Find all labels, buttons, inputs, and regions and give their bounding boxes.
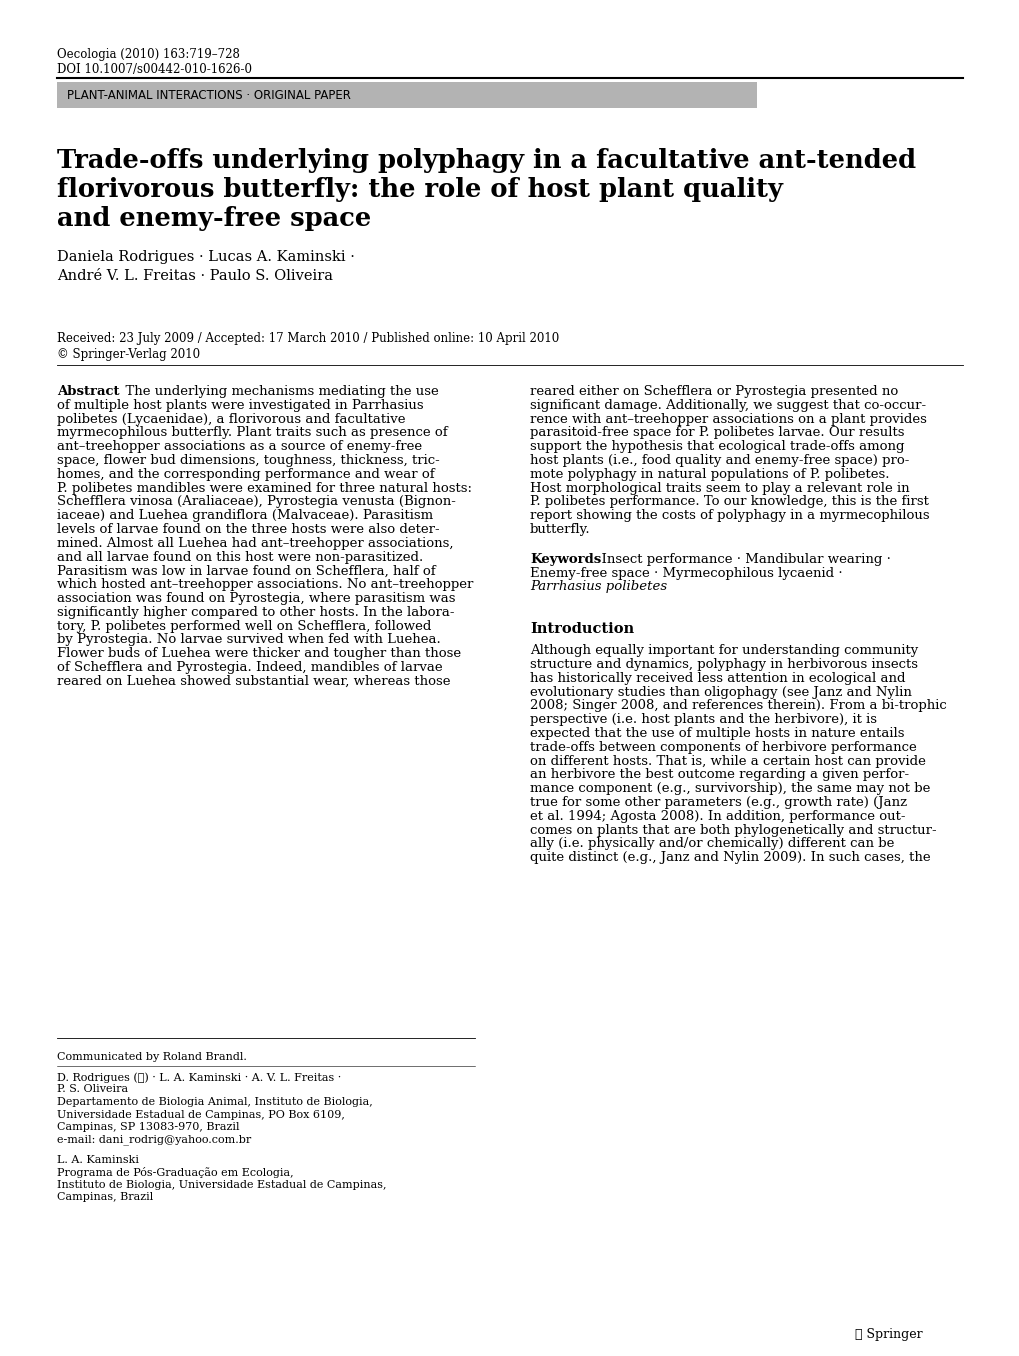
Text: 2008; Singer 2008, and references therein). From a bi-trophic: 2008; Singer 2008, and references therei… [530, 700, 946, 712]
Text: on different hosts. That is, while a certain host can provide: on different hosts. That is, while a cer… [530, 754, 925, 767]
Text: Departamento de Biologia Animal, Instituto de Biologia,: Departamento de Biologia Animal, Institu… [57, 1097, 372, 1106]
Text: Introduction: Introduction [530, 622, 634, 636]
Text: Received: 23 July 2009 / Accepted: 17 March 2010 / Published online: 10 April 20: Received: 23 July 2009 / Accepted: 17 Ma… [57, 332, 558, 344]
Text: association was found on Pyrostegia, where parasitism was: association was found on Pyrostegia, whe… [57, 593, 455, 605]
Text: true for some other parameters (e.g., growth rate) (Janz: true for some other parameters (e.g., gr… [530, 796, 906, 810]
Text: ally (i.e. physically and/or chemically) different can be: ally (i.e. physically and/or chemically)… [530, 838, 894, 850]
Text: reared on Luehea showed substantial wear, whereas those: reared on Luehea showed substantial wear… [57, 675, 450, 687]
Text: Oecologia (2010) 163:719–728: Oecologia (2010) 163:719–728 [57, 47, 239, 61]
Text: mote polyphagy in natural populations of P. polibetes.: mote polyphagy in natural populations of… [530, 468, 889, 481]
Text: Although equally important for understanding community: Although equally important for understan… [530, 644, 917, 658]
Text: L. A. Kaminski: L. A. Kaminski [57, 1155, 139, 1165]
Bar [57, 81, 756, 108]
Text: expected that the use of multiple hosts in nature entails: expected that the use of multiple hosts … [530, 727, 904, 740]
Text: parasitoid-free space for P. polibetes larvae. Our results: parasitoid-free space for P. polibetes l… [530, 426, 904, 439]
Text: of Schefflera and Pyrostegia. Indeed, mandibles of larvae: of Schefflera and Pyrostegia. Indeed, ma… [57, 660, 442, 674]
Text: Daniela Rodrigues · Lucas A. Kaminski ·: Daniela Rodrigues · Lucas A. Kaminski · [57, 250, 355, 264]
Text: report showing the costs of polyphagy in a myrmecophilous: report showing the costs of polyphagy in… [530, 510, 928, 522]
Text: levels of larvae found on the three hosts were also deter-: levels of larvae found on the three host… [57, 523, 439, 536]
Text: significantly higher compared to other hosts. In the labora-: significantly higher compared to other h… [57, 606, 454, 618]
Text: comes on plants that are both phylogenetically and structur-: comes on plants that are both phylogenet… [530, 823, 935, 837]
Text: iaceae) and Luehea grandiflora (Malvaceae). Parasitism: iaceae) and Luehea grandiflora (Malvacea… [57, 510, 433, 522]
Text: and all larvae found on this host were non-parasitized.: and all larvae found on this host were n… [57, 551, 423, 564]
Text: significant damage. Additionally, we suggest that co-occur-: significant damage. Additionally, we sug… [530, 399, 925, 412]
Text: Instituto de Biologia, Universidade Estadual de Campinas,: Instituto de Biologia, Universidade Esta… [57, 1180, 386, 1191]
Text: myrmecophilous butterfly. Plant traits such as presence of: myrmecophilous butterfly. Plant traits s… [57, 426, 447, 439]
Text: trade-offs between components of herbivore performance: trade-offs between components of herbivo… [530, 740, 916, 754]
Text: © Springer-Verlag 2010: © Springer-Verlag 2010 [57, 348, 200, 361]
Text: Insect performance · Mandibular wearing ·: Insect performance · Mandibular wearing … [592, 553, 890, 565]
Text: reared either on Schefflera or Pyrostegia presented no: reared either on Schefflera or Pyrostegi… [530, 385, 898, 399]
Text: P. polibetes performance. To our knowledge, this is the first: P. polibetes performance. To our knowled… [530, 495, 928, 508]
Text: Schefflera vinosa (Araliaceae), Pyrostegia venusta (Bignon-: Schefflera vinosa (Araliaceae), Pyrosteg… [57, 495, 455, 508]
Text: perspective (i.e. host plants and the herbivore), it is: perspective (i.e. host plants and the he… [530, 713, 876, 727]
Text: has historically received less attention in ecological and: has historically received less attention… [530, 671, 905, 685]
Text: Campinas, Brazil: Campinas, Brazil [57, 1192, 153, 1203]
Text: Host morphological traits seem to play a relevant role in: Host morphological traits seem to play a… [530, 481, 909, 495]
Text: polibetes (Lycaenidae), a florivorous and facultative: polibetes (Lycaenidae), a florivorous an… [57, 412, 406, 426]
Text: space, flower bud dimensions, toughness, thickness, tric-: space, flower bud dimensions, toughness,… [57, 454, 439, 466]
Text: André V. L. Freitas · Paulo S. Oliveira: André V. L. Freitas · Paulo S. Oliveira [57, 268, 332, 283]
Text: Parrhasius polibetes: Parrhasius polibetes [530, 580, 666, 594]
Text: which hosted ant–treehopper associations. No ant–treehopper: which hosted ant–treehopper associations… [57, 578, 473, 591]
Text: by Pyrostegia. No larvae survived when fed with Luehea.: by Pyrostegia. No larvae survived when f… [57, 633, 440, 647]
Text: Abstract: Abstract [57, 385, 119, 399]
Text: DOI 10.1007/s00442-010-1626-0: DOI 10.1007/s00442-010-1626-0 [57, 62, 252, 76]
Text: Enemy-free space · Myrmecophilous lycaenid ·: Enemy-free space · Myrmecophilous lycaen… [530, 567, 842, 579]
Text: and enemy-free space: and enemy-free space [57, 206, 371, 231]
Text: host plants (i.e., food quality and enemy-free space) pro-: host plants (i.e., food quality and enem… [530, 454, 909, 466]
Text: ant–treehopper associations as a source of enemy-free: ant–treehopper associations as a source … [57, 441, 422, 453]
Text: Keywords: Keywords [530, 553, 600, 565]
Text: homes, and the corresponding performance and wear of: homes, and the corresponding performance… [57, 468, 434, 481]
Text: PLANT-ANIMAL INTERACTIONS · ORIGINAL PAPER: PLANT-ANIMAL INTERACTIONS · ORIGINAL PAP… [67, 89, 351, 102]
Text: Flower buds of Luehea were thicker and tougher than those: Flower buds of Luehea were thicker and t… [57, 647, 461, 660]
Text: of multiple host plants were investigated in Parrhasius: of multiple host plants were investigate… [57, 399, 423, 412]
Text: Programa de Pós-Graduação em Ecologia,: Programa de Pós-Graduação em Ecologia, [57, 1168, 293, 1178]
Text: tory, P. polibetes performed well on Schefflera, followed: tory, P. polibetes performed well on Sch… [57, 620, 431, 633]
Text: florivorous butterfly: the role of host plant quality: florivorous butterfly: the role of host … [57, 178, 783, 202]
Text: Trade-offs underlying polyphagy in a facultative ant-tended: Trade-offs underlying polyphagy in a fac… [57, 148, 915, 174]
Text: P. S. Oliveira: P. S. Oliveira [57, 1085, 128, 1094]
Text: Parasitism was low in larvae found on Schefflera, half of: Parasitism was low in larvae found on Sc… [57, 564, 435, 578]
Text: Campinas, SP 13083-970, Brazil: Campinas, SP 13083-970, Brazil [57, 1121, 239, 1132]
Text: Universidade Estadual de Campinas, PO Box 6109,: Universidade Estadual de Campinas, PO Bo… [57, 1109, 344, 1120]
Text: mined. Almost all Luehea had ant–treehopper associations,: mined. Almost all Luehea had ant–treehop… [57, 537, 453, 549]
Text: P. polibetes mandibles were examined for three natural hosts:: P. polibetes mandibles were examined for… [57, 481, 472, 495]
Text: e-mail: dani_rodrig@yahoo.com.br: e-mail: dani_rodrig@yahoo.com.br [57, 1135, 251, 1146]
Text: quite distinct (e.g., Janz and Nylin 2009). In such cases, the: quite distinct (e.g., Janz and Nylin 200… [530, 852, 929, 864]
Text: an herbivore the best outcome regarding a given perfor-: an herbivore the best outcome regarding … [530, 769, 908, 781]
Text: structure and dynamics, polyphagy in herbivorous insects: structure and dynamics, polyphagy in her… [530, 658, 917, 671]
Text: rence with ant–treehopper associations on a plant provides: rence with ant–treehopper associations o… [530, 412, 926, 426]
Text: butterfly.: butterfly. [530, 523, 590, 536]
Text: The underlying mechanisms mediating the use: The underlying mechanisms mediating the … [117, 385, 438, 399]
Text: evolutionary studies than oligophagy (see Janz and Nylin: evolutionary studies than oligophagy (se… [530, 686, 911, 698]
Text: Communicated by Roland Brandl.: Communicated by Roland Brandl. [57, 1052, 247, 1062]
Text: et al. 1994; Agosta 2008). In addition, performance out-: et al. 1994; Agosta 2008). In addition, … [530, 810, 905, 823]
Text: mance component (e.g., survivorship), the same may not be: mance component (e.g., survivorship), th… [530, 782, 929, 795]
Text: support the hypothesis that ecological trade-offs among: support the hypothesis that ecological t… [530, 441, 904, 453]
Text: D. Rodrigues (✉) · L. A. Kaminski · A. V. L. Freitas ·: D. Rodrigues (✉) · L. A. Kaminski · A. V… [57, 1073, 341, 1082]
Text: ℓ Springer: ℓ Springer [854, 1328, 922, 1341]
